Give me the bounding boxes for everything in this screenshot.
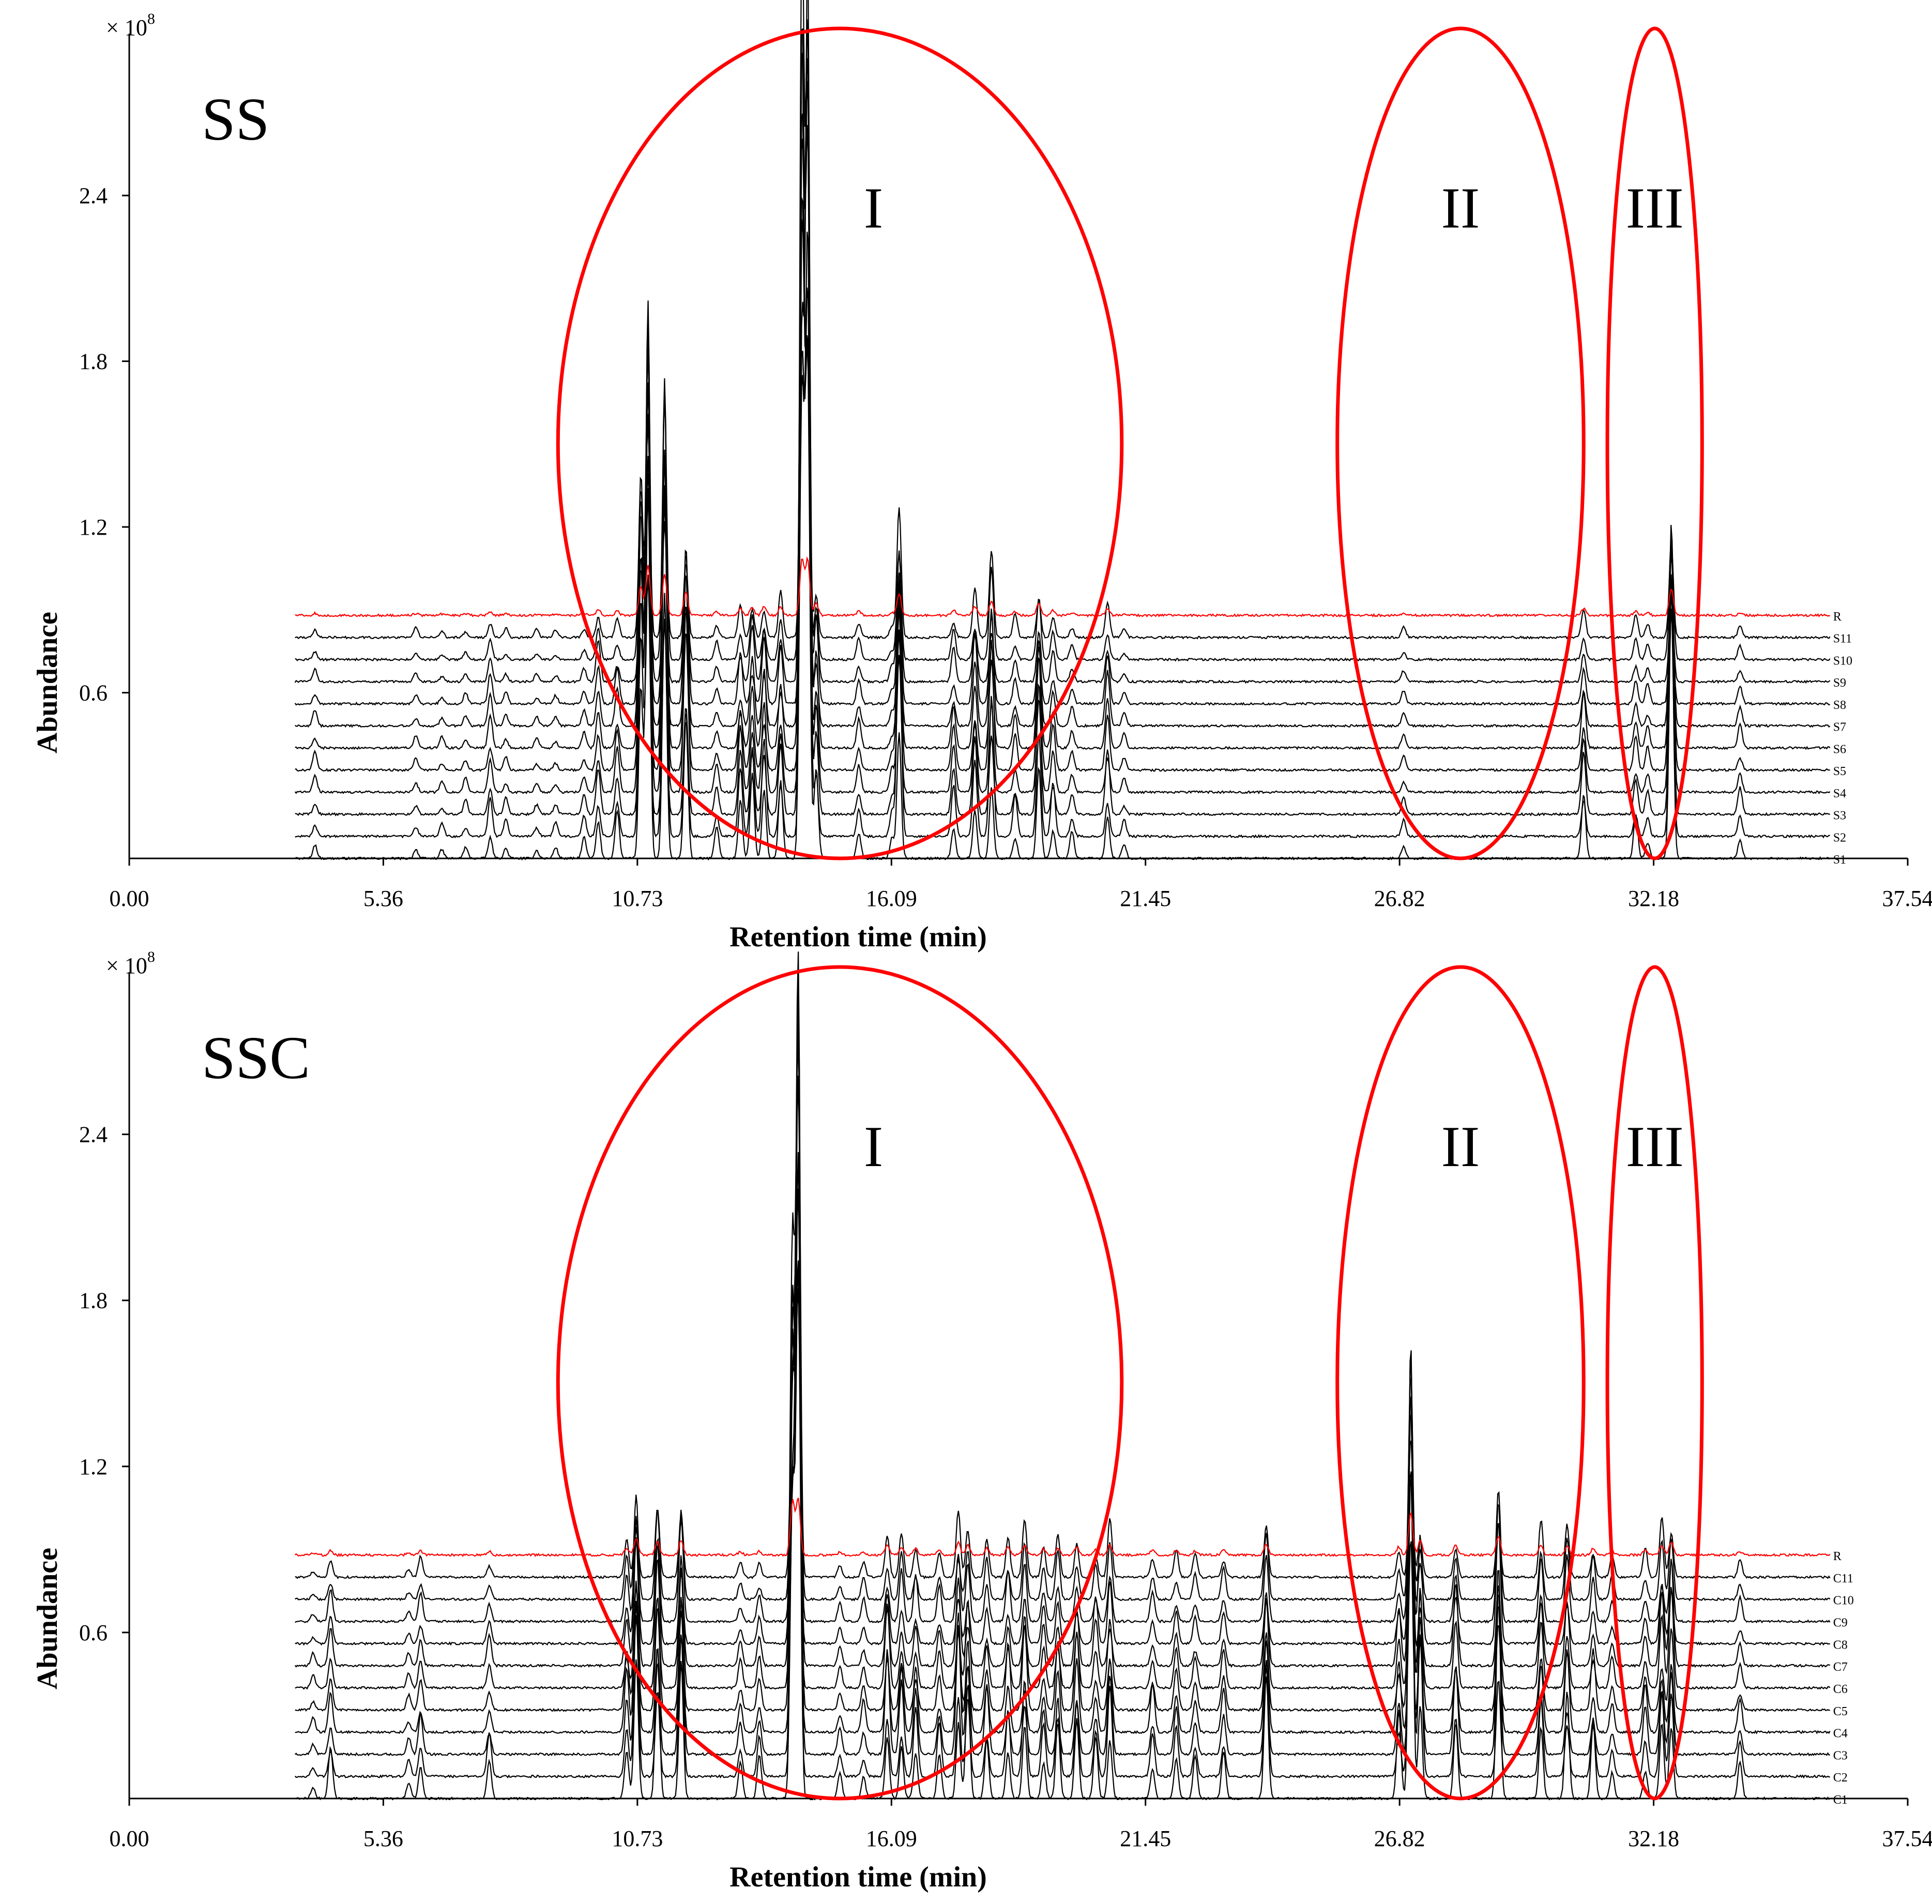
x-tick-label: 10.73: [612, 1826, 663, 1851]
y-axis-title: Abundance: [32, 1548, 64, 1689]
scale-label: × 10: [106, 15, 147, 40]
region-label: II: [1441, 1115, 1480, 1179]
scale-exponent: 8: [147, 948, 155, 965]
x-tick-label: 32.18: [1628, 1826, 1679, 1851]
y-axis-title: Abundance: [32, 612, 64, 753]
region-ellipse-2: [1337, 28, 1584, 858]
x-tick-label: 16.09: [866, 1826, 917, 1851]
trace-label: S9: [1833, 676, 1846, 690]
trace-label: S3: [1833, 809, 1846, 823]
region-label: I: [864, 1115, 883, 1179]
trace-s1: [295, 53, 1830, 859]
trace-label: C10: [1833, 1594, 1854, 1608]
y-tick-label: 0.6: [79, 681, 108, 706]
panel-ssc: × 108 SSC 0.00 5.36 10.73 16.09 21.45 26.82 32…: [32, 948, 1932, 1893]
x-tick-label: 26.82: [1374, 1826, 1425, 1851]
trace-label: C6: [1833, 1683, 1848, 1696]
trace-c8: [295, 1262, 1830, 1644]
trace-label: S5: [1833, 765, 1846, 778]
region-label: III: [1626, 176, 1684, 240]
x-tick-label: 37.54: [1882, 886, 1932, 911]
trace-label: C8: [1833, 1638, 1848, 1652]
panel-ss: × 108 SS 0.00 5.36 10.73 16.09 21.45 26.82 32.…: [32, 0, 1932, 953]
scale-label: × 10: [106, 953, 147, 978]
trace-c4: [295, 1152, 1830, 1733]
trace-c11: [295, 1032, 1830, 1578]
trace-c5: [295, 951, 1830, 1711]
trace-c1: [295, 984, 1830, 1800]
y-tick-label: 1.8: [79, 1288, 108, 1313]
y-tick-label: 1.2: [79, 515, 108, 540]
trace-label: S2: [1833, 831, 1846, 844]
x-tick-label: 16.09: [866, 886, 917, 911]
trace-label: S4: [1833, 787, 1846, 800]
x-axis-title: Retention time (min): [729, 1861, 987, 1893]
trace-c7: [295, 1006, 1830, 1667]
x-tick-label: 5.36: [363, 1826, 403, 1851]
trace-s2: [295, 0, 1830, 837]
trace-label: C9: [1833, 1616, 1848, 1630]
trace-label: C3: [1833, 1749, 1848, 1762]
trace-label: C2: [1833, 1771, 1848, 1785]
y-tick-label: 0.6: [79, 1620, 108, 1645]
trace-label: S8: [1833, 699, 1846, 712]
region-ellipse-3: [1607, 967, 1702, 1799]
region-label: II: [1441, 176, 1480, 240]
scale-exponent: 8: [147, 10, 155, 27]
trace-label: C5: [1833, 1705, 1848, 1718]
x-tick-label: 10.73: [612, 886, 663, 911]
trace-c6: [295, 1288, 1830, 1689]
y-tick-label: 2.4: [79, 1122, 108, 1147]
trace-s8: [295, 288, 1830, 705]
region-ellipse-1: [558, 967, 1121, 1799]
trace-s5: [295, 232, 1830, 771]
x-axis-title: Retention time (min): [729, 921, 987, 953]
x-tick-label: 21.45: [1120, 1826, 1171, 1851]
panel-title: SSC: [202, 1024, 310, 1092]
trace-label: S1: [1833, 853, 1846, 867]
trace-label: S7: [1833, 721, 1846, 734]
y-tick-label: 2.4: [79, 183, 108, 208]
region-label: III: [1626, 1115, 1684, 1179]
x-tick-label: 5.36: [363, 886, 403, 911]
trace-label: C1: [1833, 1793, 1848, 1807]
x-tick-label: 37.54: [1882, 1826, 1932, 1851]
trace-label: S10: [1833, 654, 1852, 668]
y-tick-label: 1.8: [79, 349, 108, 374]
trace-c10: [295, 1076, 1830, 1600]
trace-s10: [295, 198, 1830, 661]
trace-s6: [295, 28, 1830, 749]
trace-label: S6: [1833, 743, 1846, 756]
trace-s3: [295, 0, 1830, 815]
trace-label: R: [1833, 610, 1842, 624]
y-tick-label: 1.2: [79, 1454, 108, 1479]
scale-factor: × 108: [106, 10, 155, 40]
trace-s11: [295, 336, 1830, 639]
x-tick-label: 0.00: [110, 886, 149, 911]
trace-r: [295, 558, 1830, 617]
plot-area: 0.00 5.36 10.73 16.09 21.45 26.82 32.18 37.54 0.…: [79, 951, 1932, 1851]
trace-label: C11: [1833, 1572, 1853, 1585]
x-tick-label: 26.82: [1374, 886, 1425, 911]
trace-r: [295, 1498, 1830, 1557]
trace-label: C7: [1833, 1660, 1848, 1674]
panel-title: SS: [202, 85, 269, 153]
x-tick-label: 0.00: [110, 1826, 149, 1851]
region-label: I: [864, 176, 883, 240]
trace-c9: [295, 1189, 1830, 1623]
x-tick-label: 21.45: [1120, 886, 1171, 911]
trace-label: R: [1833, 1550, 1842, 1563]
trace-s7: [295, 24, 1830, 727]
x-tick-label: 32.18: [1628, 886, 1679, 911]
trace-label: C4: [1833, 1727, 1848, 1741]
trace-label: S11: [1833, 632, 1852, 646]
plot-area: 0.00 5.36 10.73 16.09 21.45 26.82 32.18 37.54 0.…: [79, 0, 1932, 911]
trace-s9: [295, 81, 1830, 683]
scale-factor: × 108: [106, 948, 155, 978]
region-ellipse-3: [1607, 28, 1702, 858]
region-ellipse-2: [1337, 967, 1584, 1799]
